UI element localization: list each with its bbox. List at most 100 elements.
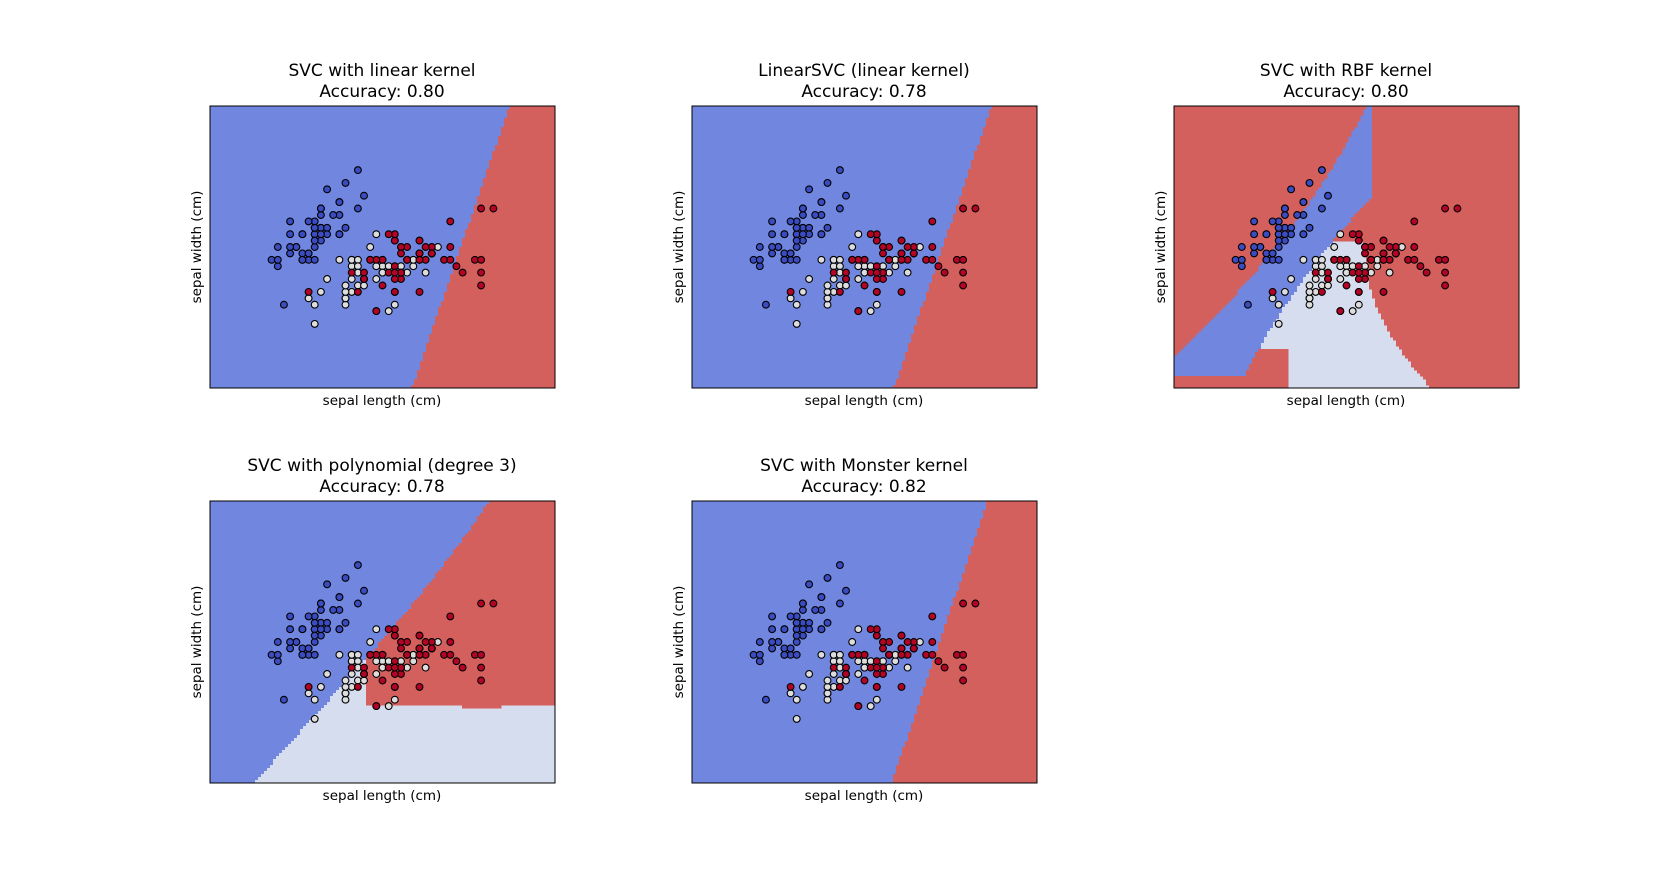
data-point-class-2 xyxy=(1416,262,1425,271)
data-point-class-0 xyxy=(316,204,325,213)
data-point-class-2 xyxy=(959,599,968,608)
x-axis-label: sepal length (cm) xyxy=(1287,393,1406,409)
data-point-class-0 xyxy=(316,211,325,219)
data-point-class-2 xyxy=(872,262,881,271)
data-point-class-1 xyxy=(1330,243,1339,251)
y-axis-label: sepal width (cm) xyxy=(671,191,687,304)
data-point-class-0 xyxy=(353,166,362,175)
data-point-class-2 xyxy=(384,625,393,634)
data-point-class-2 xyxy=(1317,287,1326,296)
data-point-class-2 xyxy=(1379,287,1388,296)
scatter-points xyxy=(749,166,980,328)
data-point-class-2 xyxy=(872,287,881,296)
data-point-class-2 xyxy=(959,204,968,213)
data-point-class-1 xyxy=(341,294,350,303)
data-point-class-0 xyxy=(835,561,844,570)
data-point-class-1 xyxy=(854,262,863,271)
data-point-class-0 xyxy=(817,198,826,207)
data-point-class-2 xyxy=(452,657,461,666)
data-point-class-2 xyxy=(1311,268,1320,277)
axes-frame xyxy=(209,105,556,389)
data-point-class-0 xyxy=(1299,198,1308,207)
data-point-class-2 xyxy=(872,236,881,245)
data-point-class-2 xyxy=(1342,281,1351,290)
data-point-class-2 xyxy=(842,275,850,283)
data-point-class-1 xyxy=(823,676,832,685)
data-point-class-2 xyxy=(1354,275,1363,283)
data-point-class-0 xyxy=(329,211,338,219)
data-point-class-1 xyxy=(310,300,319,309)
data-point-class-0 xyxy=(792,243,801,251)
data-point-class-0 xyxy=(329,606,338,614)
data-point-class-2 xyxy=(860,676,869,685)
subplot-accuracy: Accuracy: 0.80 xyxy=(319,82,444,102)
scatter-points xyxy=(749,561,980,723)
data-point-class-0 xyxy=(768,638,777,646)
data-point-class-2 xyxy=(477,268,486,277)
data-point-class-2 xyxy=(390,670,399,678)
data-point-class-0 xyxy=(298,650,307,659)
data-point-class-1 xyxy=(421,663,430,672)
plot-area xyxy=(1174,106,1520,389)
data-point-class-0 xyxy=(792,650,801,659)
data-point-class-0 xyxy=(798,625,807,634)
data-point-class-0 xyxy=(286,638,295,646)
subplot-linearsvc: LinearSVC (linear kernel) Accuracy: 0.78… xyxy=(671,61,1038,409)
data-point-class-2 xyxy=(390,657,399,666)
data-point-class-1 xyxy=(310,319,319,328)
data-point-class-2 xyxy=(928,243,937,251)
data-point-class-2 xyxy=(1324,275,1332,283)
data-point-class-0 xyxy=(780,230,789,239)
data-point-class-2 xyxy=(872,663,881,672)
data-point-class-0 xyxy=(360,191,368,200)
data-point-class-1 xyxy=(390,695,399,704)
data-point-class-1 xyxy=(823,294,832,303)
data-point-class-1 xyxy=(409,262,418,271)
data-point-class-0 xyxy=(353,599,362,608)
data-point-class-2 xyxy=(366,255,375,264)
data-point-class-2 xyxy=(959,255,968,264)
data-point-class-1 xyxy=(341,689,350,698)
data-point-class-0 xyxy=(304,249,313,258)
data-point-class-2 xyxy=(403,650,412,659)
data-point-class-2 xyxy=(971,599,980,608)
data-point-class-1 xyxy=(1305,287,1314,296)
data-point-class-0 xyxy=(298,625,307,634)
data-point-class-2 xyxy=(1354,262,1363,271)
data-point-class-1 xyxy=(372,262,381,271)
data-point-class-0 xyxy=(811,606,820,614)
data-point-class-1 xyxy=(842,676,850,685)
data-point-class-2 xyxy=(477,204,486,213)
data-point-class-0 xyxy=(768,625,777,634)
data-point-class-1 xyxy=(341,300,350,309)
data-point-class-2 xyxy=(1441,268,1450,277)
data-point-class-2 xyxy=(390,682,399,691)
data-point-class-2 xyxy=(897,255,906,264)
data-point-class-1 xyxy=(1274,319,1283,328)
data-point-class-2 xyxy=(786,682,795,691)
data-point-class-0 xyxy=(286,249,295,258)
data-point-class-1 xyxy=(1280,287,1289,296)
axes-frame xyxy=(691,500,1038,784)
data-point-class-0 xyxy=(323,618,332,627)
subplot-svc-rbf: SVC with RBF kernel Accuracy: 0.80 sepal… xyxy=(1153,61,1520,409)
axes-frame xyxy=(1173,105,1520,389)
data-point-class-1 xyxy=(854,657,863,666)
data-point-class-0 xyxy=(1250,243,1259,251)
data-point-class-1 xyxy=(854,670,863,678)
data-point-class-2 xyxy=(909,644,918,653)
data-point-class-1 xyxy=(786,294,795,303)
data-point-class-1 xyxy=(1385,268,1394,277)
data-point-class-2 xyxy=(842,663,850,672)
data-point-class-2 xyxy=(360,268,368,277)
data-point-class-0 xyxy=(1237,262,1246,271)
data-point-class-1 xyxy=(353,650,362,659)
data-point-class-2 xyxy=(415,287,424,296)
region-class-0 xyxy=(1174,106,1373,377)
data-point-class-0 xyxy=(805,580,814,589)
data-point-class-1 xyxy=(1336,230,1345,239)
data-point-class-0 xyxy=(1287,185,1296,194)
data-point-class-2 xyxy=(1385,243,1394,251)
data-point-class-1 xyxy=(335,650,344,659)
